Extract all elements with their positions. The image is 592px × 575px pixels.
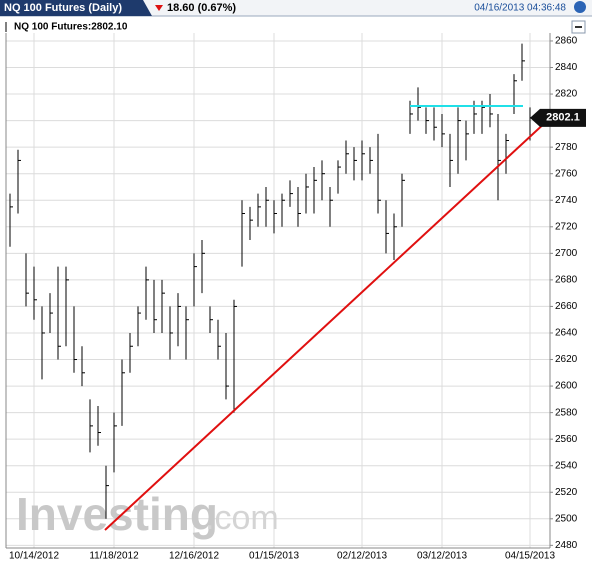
- y-tick-label: 2780: [555, 142, 578, 153]
- grid: [6, 33, 550, 548]
- x-tick-label: 11/18/2012: [89, 551, 139, 562]
- refresh-icon[interactable]: [574, 1, 586, 13]
- x-tick-label: 01/15/2013: [249, 551, 299, 562]
- x-tick-label: 02/12/2013: [337, 551, 387, 562]
- y-tick-label: 2500: [555, 513, 578, 524]
- y-tick-label: 2600: [555, 381, 578, 392]
- legend: NQ 100 Futures:2802.10: [14, 22, 128, 33]
- title: NQ 100 Futures (Daily): [4, 2, 122, 14]
- bars: [9, 43, 533, 519]
- last-price-tag: [530, 108, 586, 127]
- x-tick-label: 12/16/2012: [169, 551, 219, 562]
- y-tick-label: 2840: [555, 62, 578, 73]
- timestamp: 04/16/2013 04:36:48: [474, 3, 566, 14]
- y-tick-label: 2540: [555, 460, 578, 471]
- y-tick-label: 2640: [555, 328, 578, 339]
- watermark-suffix: .com: [205, 499, 279, 537]
- x-tick-label: 03/12/2013: [417, 551, 467, 562]
- y-tick-label: 2520: [555, 487, 578, 498]
- last-price-label: 2802.1: [546, 112, 580, 124]
- y-tick-label: 2480: [555, 540, 578, 551]
- y-tick-label: 2700: [555, 248, 578, 259]
- change: 18.60 (0.67%): [167, 2, 236, 14]
- x-tick-label: 04/15/2013: [505, 551, 555, 562]
- watermark: Investing: [16, 488, 218, 540]
- y-tick-label: 2680: [555, 275, 578, 286]
- y-tick-label: 2580: [555, 407, 578, 418]
- y-tick-label: 2720: [555, 221, 578, 232]
- trendline: [104, 119, 549, 531]
- y-tick-label: 2660: [555, 301, 578, 312]
- y-tick-label: 2740: [555, 195, 578, 206]
- down-arrow: [155, 5, 163, 11]
- y-tick-label: 2620: [555, 354, 578, 365]
- y-tick-label: 2820: [555, 89, 578, 100]
- y-tick-label: 2760: [555, 168, 578, 179]
- title-tab: [0, 0, 152, 16]
- y-tick-label: 2560: [555, 434, 578, 445]
- x-tick-label: 10/14/2012: [9, 551, 59, 562]
- y-tick-label: 2860: [555, 36, 578, 47]
